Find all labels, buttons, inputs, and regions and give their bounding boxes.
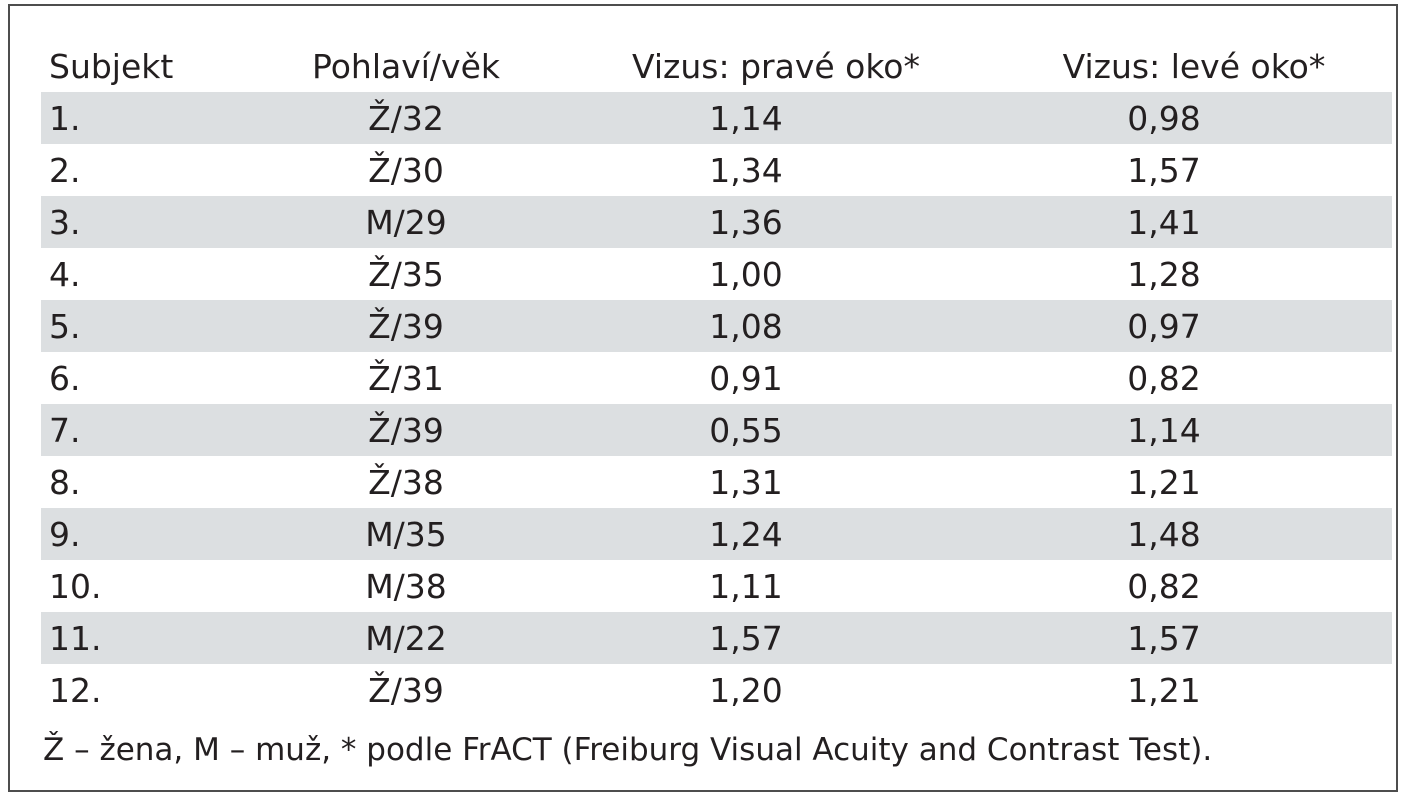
- data-table: Subjekt Pohlaví/věk Vizus: pravé oko* Vi…: [41, 40, 1392, 716]
- cell-subjekt: 5.: [49, 306, 81, 346]
- cell-vizus-leve-oko: 0,82: [1127, 566, 1201, 606]
- cell-vizus-prave-oko: 1,36: [709, 202, 783, 242]
- cell-vizus-leve-oko: 0,97: [1127, 306, 1201, 346]
- cell-pohlavi-vek: Ž/38: [368, 462, 444, 502]
- cell-vizus-prave-oko: 0,91: [709, 358, 783, 398]
- header-vizus-leve-oko: Vizus: levé oko*: [1062, 46, 1326, 86]
- table-footnote: Ž – žena, M – muž, * podle FrACT (Freibu…: [43, 732, 1213, 768]
- cell-vizus-prave-oko: 1,08: [709, 306, 783, 346]
- table-row: 2. Ž/30 1,34 1,57: [41, 144, 1392, 196]
- table-row: 1. Ž/32 1,14 0,98: [41, 92, 1392, 144]
- cell-subjekt: 12.: [49, 670, 102, 710]
- table-row: 11. M/22 1,57 1,57: [41, 612, 1392, 664]
- table-row: 7. Ž/39 0,55 1,14: [41, 404, 1392, 456]
- table-row: 9. M/35 1,24 1,48: [41, 508, 1392, 560]
- cell-vizus-leve-oko: 1,21: [1127, 462, 1201, 502]
- cell-vizus-leve-oko: 1,57: [1127, 618, 1201, 658]
- cell-vizus-prave-oko: 1,24: [709, 514, 783, 554]
- cell-pohlavi-vek: Ž/39: [368, 670, 444, 710]
- cell-vizus-prave-oko: 1,11: [709, 566, 783, 606]
- cell-vizus-leve-oko: 1,48: [1127, 514, 1201, 554]
- cell-vizus-prave-oko: 1,31: [709, 462, 783, 502]
- cell-subjekt: 6.: [49, 358, 81, 398]
- table-header-row: Subjekt Pohlaví/věk Vizus: pravé oko* Vi…: [41, 40, 1392, 92]
- table-row: 3. M/29 1,36 1,41: [41, 196, 1392, 248]
- table-row: 6. Ž/31 0,91 0,82: [41, 352, 1392, 404]
- header-vizus-prave-oko: Vizus: pravé oko*: [632, 46, 920, 86]
- cell-vizus-prave-oko: 0,55: [709, 410, 783, 450]
- header-subjekt: Subjekt: [49, 46, 174, 86]
- table-row: 5. Ž/39 1,08 0,97: [41, 300, 1392, 352]
- cell-pohlavi-vek: Ž/31: [368, 358, 444, 398]
- table-row: 4. Ž/35 1,00 1,28: [41, 248, 1392, 300]
- table-row: 10. M/38 1,11 0,82: [41, 560, 1392, 612]
- table-frame: Subjekt Pohlaví/věk Vizus: pravé oko* Vi…: [8, 4, 1398, 792]
- cell-vizus-prave-oko: 1,14: [709, 98, 783, 138]
- table-row: 12. Ž/39 1,20 1,21: [41, 664, 1392, 716]
- cell-pohlavi-vek: Ž/39: [368, 410, 444, 450]
- cell-pohlavi-vek: Ž/39: [368, 306, 444, 346]
- cell-vizus-leve-oko: 1,41: [1127, 202, 1201, 242]
- cell-subjekt: 9.: [49, 514, 81, 554]
- cell-subjekt: 3.: [49, 202, 81, 242]
- cell-subjekt: 11.: [49, 618, 102, 658]
- cell-vizus-prave-oko: 1,34: [709, 150, 783, 190]
- cell-subjekt: 1.: [49, 98, 81, 138]
- cell-pohlavi-vek: M/29: [365, 202, 447, 242]
- header-pohlavi-vek: Pohlaví/věk: [312, 46, 500, 86]
- cell-vizus-leve-oko: 1,14: [1127, 410, 1201, 450]
- table-row: 8. Ž/38 1,31 1,21: [41, 456, 1392, 508]
- table-body: 1. Ž/32 1,14 0,98 2. Ž/30 1,34 1,57 3. M/29 1,36 1,…: [41, 92, 1392, 716]
- cell-vizus-leve-oko: 0,98: [1127, 98, 1201, 138]
- cell-vizus-leve-oko: 1,57: [1127, 150, 1201, 190]
- cell-subjekt: 4.: [49, 254, 81, 294]
- cell-vizus-leve-oko: 0,82: [1127, 358, 1201, 398]
- cell-vizus-prave-oko: 1,57: [709, 618, 783, 658]
- cell-pohlavi-vek: M/38: [365, 566, 447, 606]
- cell-pohlavi-vek: Ž/30: [368, 150, 444, 190]
- cell-vizus-leve-oko: 1,28: [1127, 254, 1201, 294]
- cell-vizus-leve-oko: 1,21: [1127, 670, 1201, 710]
- cell-subjekt: 2.: [49, 150, 81, 190]
- cell-subjekt: 10.: [49, 566, 102, 606]
- cell-pohlavi-vek: Ž/32: [368, 98, 444, 138]
- cell-vizus-prave-oko: 1,00: [709, 254, 783, 294]
- cell-subjekt: 7.: [49, 410, 81, 450]
- cell-subjekt: 8.: [49, 462, 81, 502]
- cell-pohlavi-vek: Ž/35: [368, 254, 444, 294]
- cell-vizus-prave-oko: 1,20: [709, 670, 783, 710]
- cell-pohlavi-vek: M/35: [365, 514, 447, 554]
- cell-pohlavi-vek: M/22: [365, 618, 447, 658]
